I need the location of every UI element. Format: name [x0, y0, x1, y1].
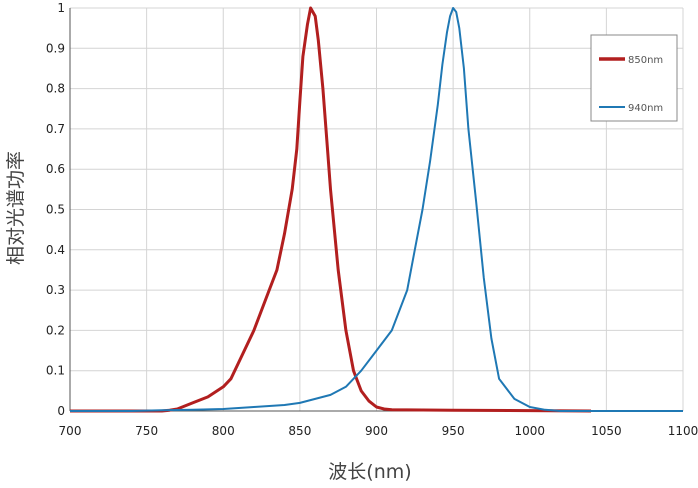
- y-tick-label: 0.2: [46, 323, 65, 337]
- y-tick-label: 0.7: [46, 122, 65, 136]
- x-tick-label: 1050: [591, 424, 622, 438]
- x-tick-label: 950: [442, 424, 465, 438]
- legend: 850nm 940nm: [590, 34, 678, 122]
- y-tick-label: 0.4: [46, 243, 65, 257]
- x-tick-label: 750: [135, 424, 158, 438]
- legend-label-850nm: 850nm: [628, 55, 663, 66]
- y-tick-label: 0.9: [46, 41, 65, 55]
- series-line-940nm: [70, 7, 683, 412]
- x-tick-label: 850: [288, 424, 311, 438]
- series-line-850nm: [70, 6, 592, 413]
- series-lines: [70, 6, 683, 413]
- y-axis-title: 相对光谱功率: [5, 151, 27, 265]
- y-tick-label: 0.1: [46, 364, 65, 378]
- x-axis-title: 波长(nm): [328, 461, 411, 483]
- x-tick-label: 700: [59, 424, 82, 438]
- y-tick-label: 1: [57, 1, 65, 15]
- x-tick-label: 1000: [514, 424, 545, 438]
- y-tick-label: 0.3: [46, 283, 65, 297]
- y-tick-label: 0.8: [46, 82, 65, 96]
- y-tick-label: 0.6: [46, 162, 65, 176]
- x-tick-label: 1100: [668, 424, 698, 438]
- legend-label-940nm: 940nm: [628, 103, 663, 114]
- x-tick-label: 900: [365, 424, 388, 438]
- y-tick-label: 0.5: [46, 203, 65, 217]
- grid-lines: [69, 7, 684, 412]
- x-tick-label: 800: [212, 424, 235, 438]
- x-tick-labels: 700 750 800 850 900 950 1000 1050 1100: [59, 424, 698, 438]
- y-tick-label: 0: [57, 404, 65, 418]
- y-tick-labels: 0 0.1 0.2 0.3 0.4 0.5 0.6 0.7 0.8 0.9 1: [46, 1, 65, 418]
